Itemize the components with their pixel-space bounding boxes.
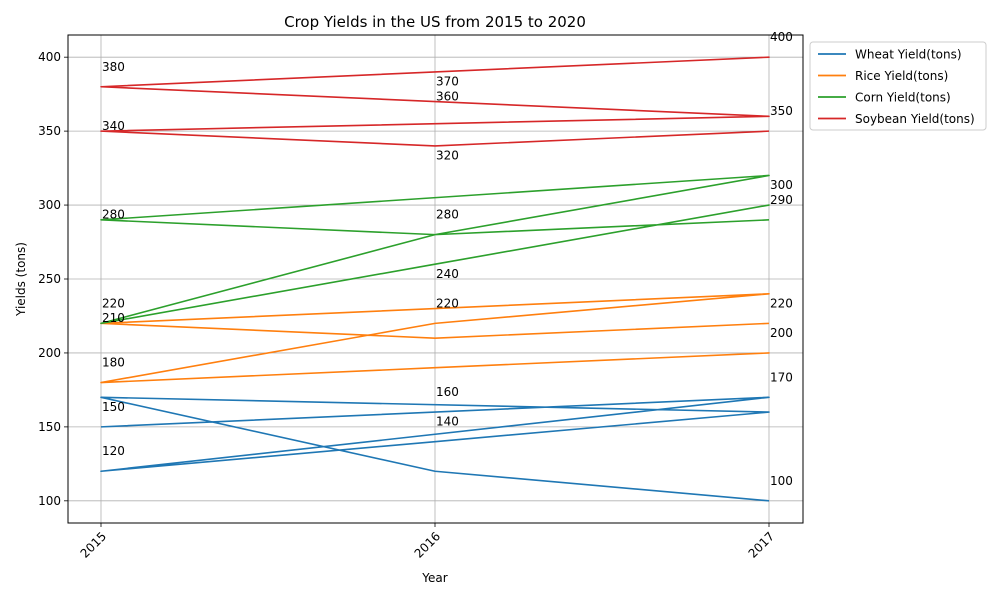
legend-frame — [809, 41, 987, 131]
data-label: 220 — [770, 296, 793, 310]
grid-lines — [68, 35, 803, 523]
data-label: 400 — [770, 30, 793, 44]
data-label: 350 — [770, 104, 793, 118]
data-label: 220 — [102, 296, 125, 310]
data-label: 150 — [102, 400, 125, 414]
data-label: 120 — [102, 444, 125, 458]
x-tick-label: 2017 — [746, 529, 777, 560]
x-tick-label: 2015 — [78, 529, 109, 560]
chart-title: Crop Yields in the US from 2015 to 2020 — [284, 13, 586, 31]
data-label: 380 — [102, 60, 125, 74]
data-label: 140 — [436, 415, 459, 429]
data-label: 290 — [770, 193, 793, 207]
y-tick-label: 250 — [38, 272, 61, 286]
data-label: 170 — [770, 370, 793, 384]
y-tick-label: 100 — [38, 494, 61, 508]
legend-entry-label: Rice Yield(tons) — [855, 69, 948, 83]
y-axis-ticks: 100 150 200 250 300 350 400 — [38, 50, 68, 508]
legend-entry-label: Wheat Yield(tons) — [855, 48, 962, 62]
series-line-rice — [100, 292, 770, 384]
data-labels: 3803402802202101801501203703603202802402… — [102, 30, 793, 488]
data-label: 200 — [770, 326, 793, 340]
data-label: 240 — [436, 267, 459, 281]
data-label: 180 — [102, 356, 125, 370]
data-label: 280 — [436, 208, 459, 222]
y-tick-label: 400 — [38, 50, 61, 64]
x-axis-label: Year — [421, 571, 447, 585]
data-label: 220 — [436, 296, 459, 310]
data-label: 370 — [436, 75, 459, 89]
series-line-corn — [100, 174, 770, 325]
data-label: 300 — [770, 178, 793, 192]
series-line-wheat — [100, 396, 770, 502]
x-tick-label: 2016 — [412, 529, 443, 560]
y-tick-label: 300 — [38, 198, 61, 212]
series-line-soybean — [100, 56, 770, 147]
legend-entry-label: Corn Yield(tons) — [855, 91, 951, 105]
data-label: 320 — [436, 148, 459, 162]
y-tick-label: 350 — [38, 124, 61, 138]
data-label: 360 — [436, 89, 459, 103]
data-label: 100 — [770, 474, 793, 488]
y-axis-label: Yields (tons) — [14, 242, 28, 317]
y-tick-label: 200 — [38, 346, 61, 360]
data-label: 210 — [102, 311, 125, 325]
data-label: 160 — [436, 385, 459, 399]
data-label: 340 — [102, 119, 125, 133]
y-tick-label: 150 — [38, 420, 61, 434]
legend-entry-label: Soybean Yield(tons) — [855, 112, 975, 126]
legend: Wheat Yield(tons) Rice Yield(tons) Corn Yi… — [809, 41, 987, 131]
x-axis-ticks: 2015 2016 2017 — [78, 523, 777, 561]
data-label: 280 — [102, 208, 125, 222]
series-lines — [100, 56, 770, 502]
